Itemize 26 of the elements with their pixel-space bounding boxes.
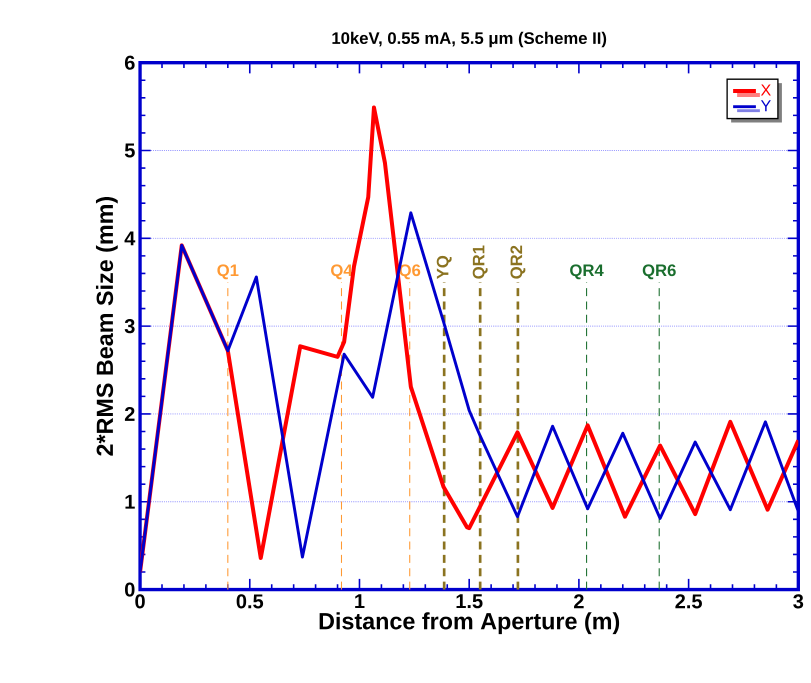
y-axis-title: 2*RMS Beam Size (mm): [96, 197, 118, 456]
x-tick-label: 2: [574, 594, 584, 608]
ref-line-label: QR4: [570, 264, 604, 280]
y-tick-label: 3: [124, 319, 135, 334]
x-tick-label: 3: [793, 594, 804, 609]
chart-title: 10keV, 0.55 mA, 5.5 μm (Scheme II): [332, 32, 606, 48]
y-tick-label: 0: [125, 582, 135, 597]
x-tick-label: 1.5: [456, 594, 483, 608]
ref-line-label: YQ: [436, 256, 452, 280]
x-axis-title: Distance from Aperture (m): [320, 612, 620, 634]
ref-line-label: Q1: [217, 264, 238, 280]
ref-line-label: QR2: [510, 246, 526, 279]
x-tick-label: 2.5: [675, 594, 702, 608]
legend-label: X: [760, 84, 771, 96]
x-tick-label: 1: [355, 594, 364, 608]
ref-line-label: QR6: [642, 264, 676, 280]
y-tick-label: 1: [125, 494, 135, 509]
y-tick-label: 6: [124, 56, 135, 70]
legend-label: Y: [760, 100, 771, 112]
ref-line-label: Q4: [331, 264, 353, 280]
y-tick-label: 4: [124, 231, 136, 246]
ref-line-label: QR1: [472, 246, 488, 279]
x-tick-label: 0: [135, 594, 145, 608]
x-tick-label: 0.5: [236, 594, 264, 608]
y-tick-label: 5: [124, 144, 135, 158]
y-tick-label: 2: [124, 406, 135, 421]
